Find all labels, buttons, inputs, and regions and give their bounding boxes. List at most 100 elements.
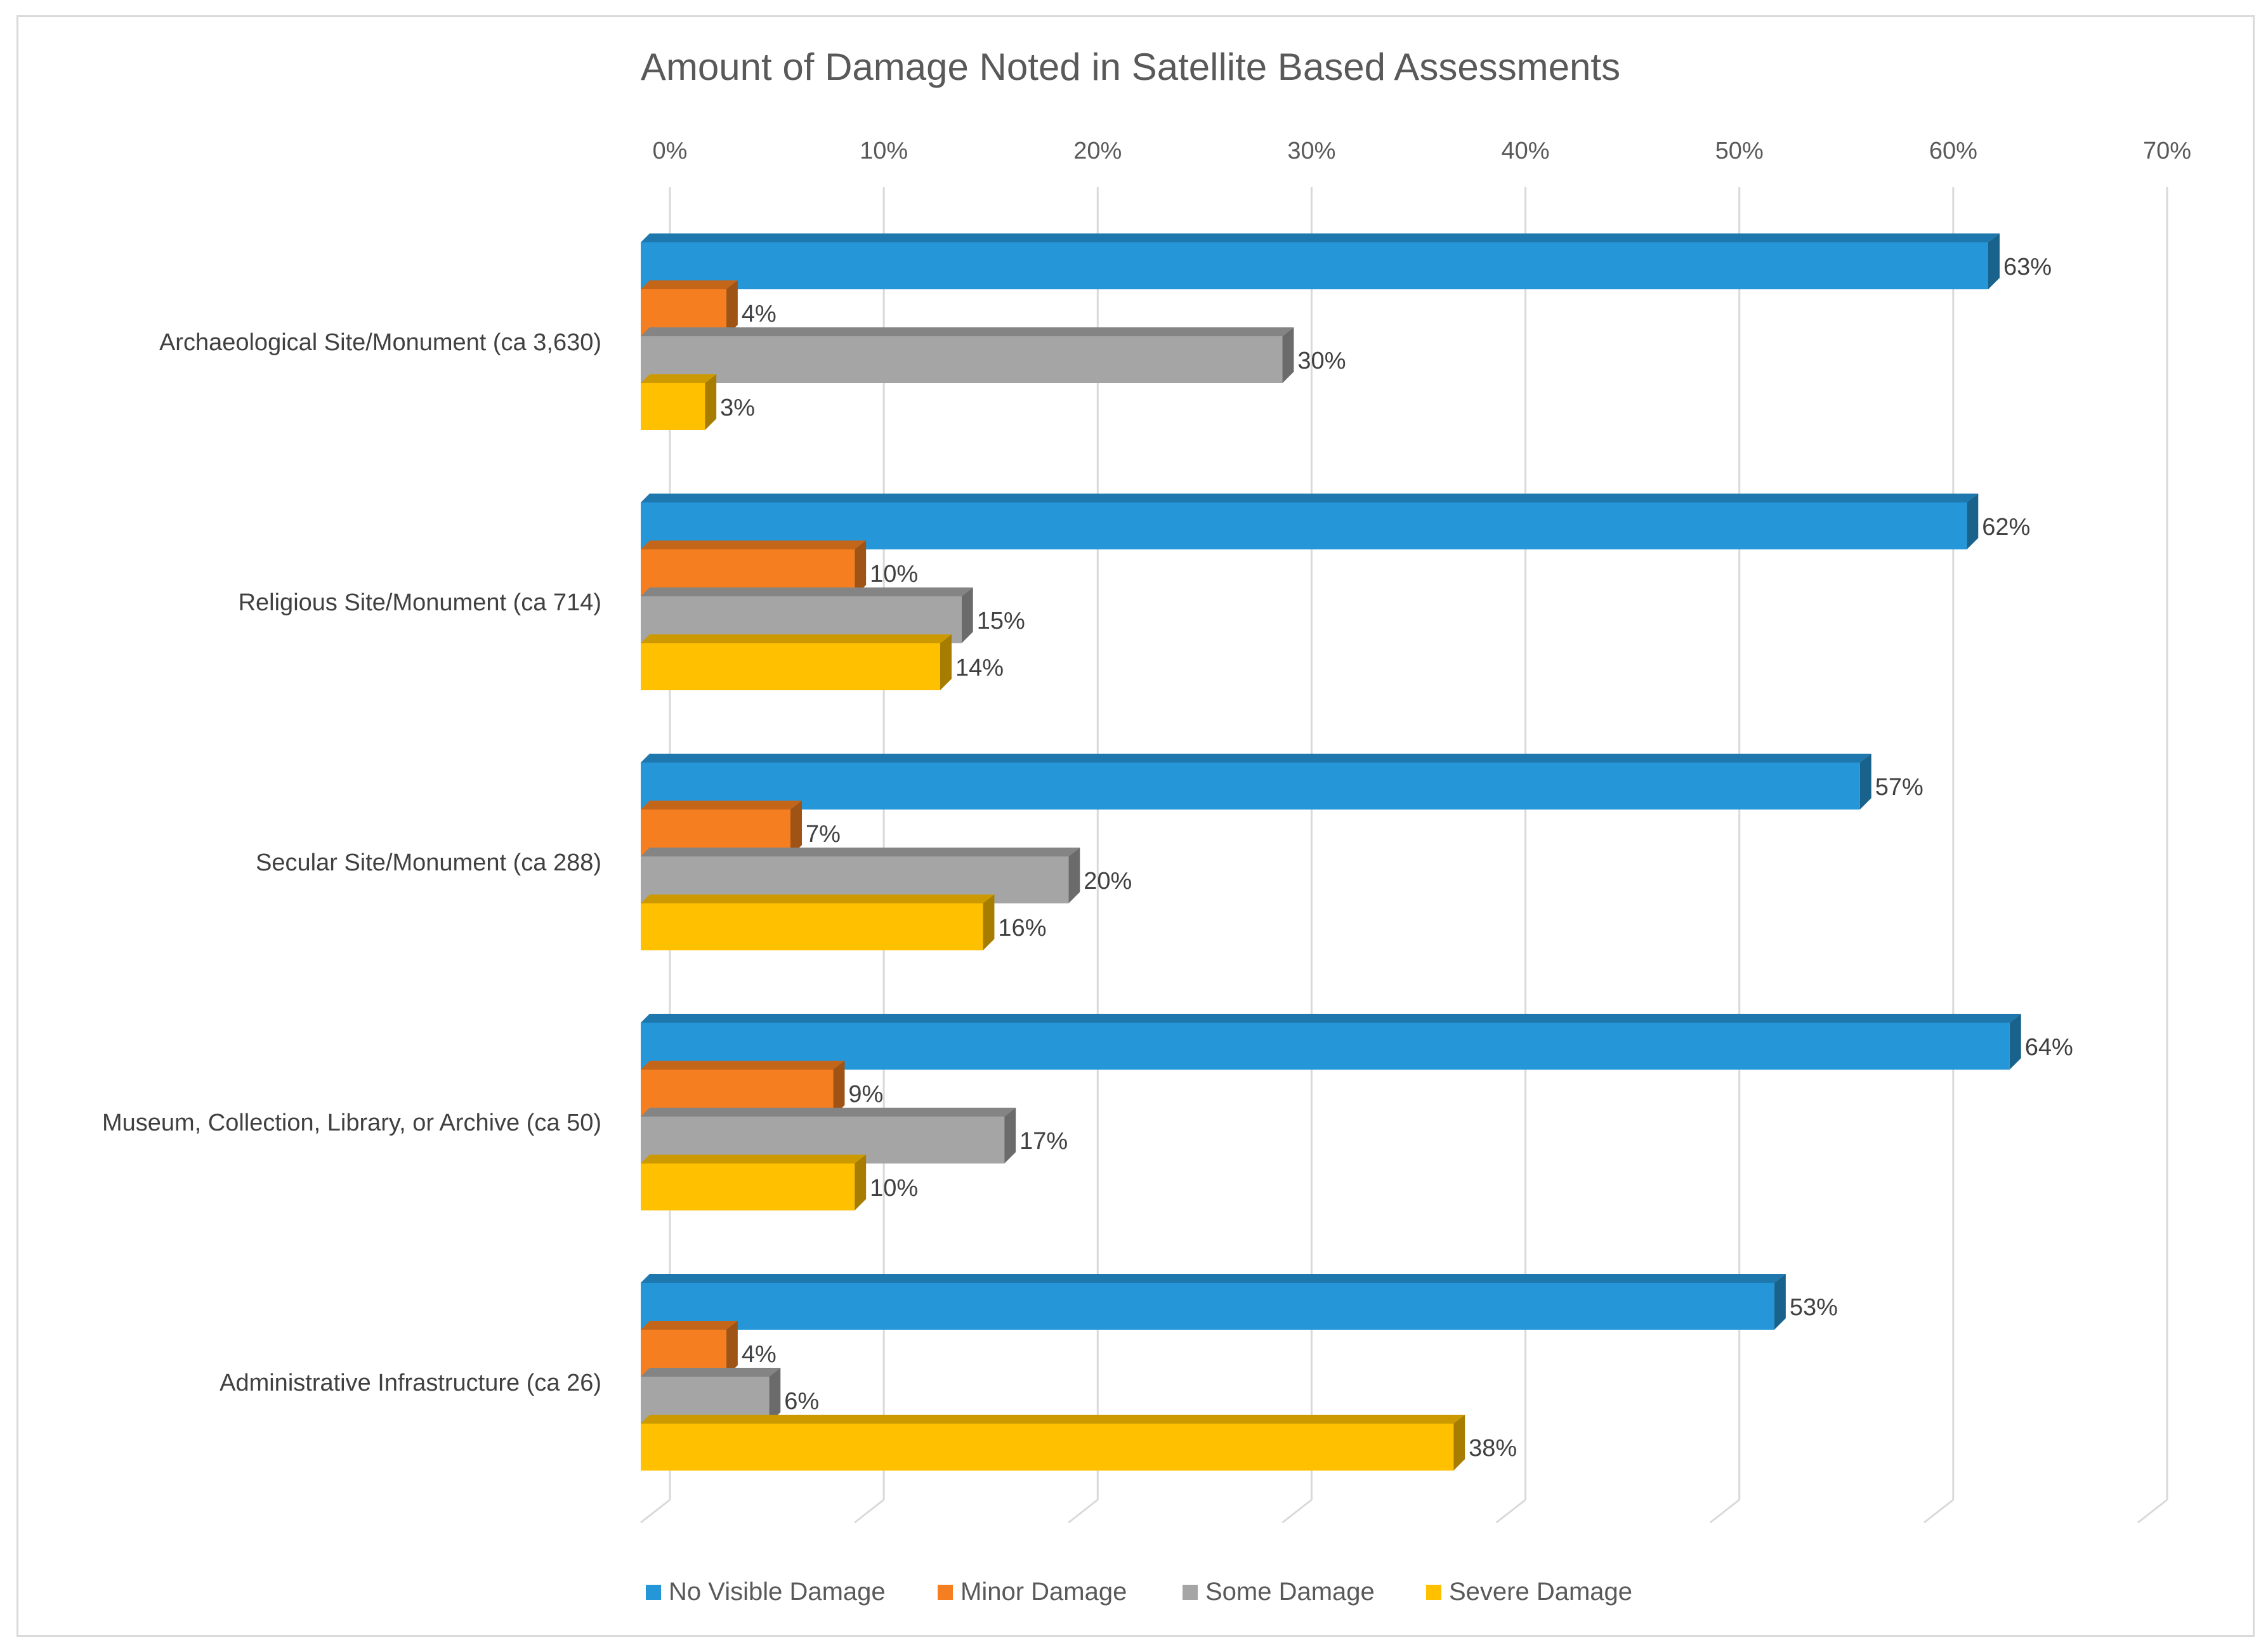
x-tick-label: 40% [1502,138,1550,164]
bar-side-face [2009,1014,2021,1070]
bar-side-face [769,1368,781,1424]
bar-side-face [1859,754,1871,810]
bar-top-face [641,1368,781,1377]
bar-side-face [1453,1415,1465,1471]
gridline-floor [2137,1498,2168,1524]
bar-top-face [641,1061,845,1070]
bar-side-face [1004,1108,1016,1164]
legend-swatch [1183,1585,1198,1600]
bar-top-face [641,634,952,643]
x-tick-label: 70% [2143,138,2191,164]
legend-label: Severe Damage [1449,1578,1632,1606]
bar-side-face [961,587,973,643]
bar-top-face [641,327,1294,336]
bar [641,383,705,430]
bar-side-face [1282,327,1294,383]
data-label: 38% [1469,1435,1517,1462]
data-label: 10% [870,1175,918,1202]
x-tick-label: 20% [1073,138,1122,164]
data-label: 4% [742,1341,777,1368]
bar-side-face [855,541,867,596]
data-label: 14% [955,655,1004,681]
bar [641,1424,1454,1471]
legend-swatch [938,1585,953,1600]
data-label: 30% [1297,348,1346,374]
data-label: 4% [742,301,777,327]
bar-side-face [940,634,952,690]
bar [641,763,1860,810]
bar-top-face [641,895,995,903]
gridline-floor [1281,1498,1313,1524]
bar-side-face [855,1155,867,1210]
bar-top-face [641,1108,1016,1117]
data-label: 9% [848,1081,883,1108]
category-label: Secular Site/Monument (ca 288) [256,849,601,876]
bar-side-face [1774,1274,1786,1330]
x-tick-label: 50% [1715,138,1764,164]
bar-side-face [833,1061,845,1117]
legend-swatch [646,1585,661,1600]
x-tick-label: 30% [1287,138,1335,164]
data-label: 15% [977,608,1025,634]
bar-top-face [641,1415,1465,1424]
gridline-floor [1923,1498,1954,1524]
data-label: 16% [998,915,1046,941]
chart-title: Amount of Damage Noted in Satellite Base… [641,46,1620,88]
bar [641,643,940,690]
bar-side-face [726,280,738,336]
data-label: 17% [1019,1128,1068,1155]
bar-side-face [1988,233,2000,289]
bar [641,242,1988,289]
bar-side-face [1068,848,1080,903]
bar-top-face [641,494,1979,502]
bar-top-face [641,754,1871,763]
bar [641,1283,1774,1330]
gridline-floor [854,1498,885,1524]
bar-side-face [1967,494,1979,549]
category-label: Religious Site/Monument (ca 714) [239,589,601,616]
bar-side-face [790,801,802,856]
legend-label: Minor Damage [960,1578,1127,1606]
bar-top-face [641,848,1080,856]
category-label: Museum, Collection, Library, or Archive … [102,1110,601,1136]
data-label: 63% [2003,254,2052,280]
x-tick-label: 10% [860,138,908,164]
bar-top-face [641,374,717,383]
bar-top-face [641,587,973,596]
category-label: Administrative Infrastructure (ca 26) [220,1370,601,1396]
x-tick-label: 0% [653,138,688,164]
gridline-floor [1068,1498,1099,1524]
bar-top-face [641,280,738,289]
bar [641,1023,2010,1070]
bar-top-face [641,1321,738,1330]
data-label: 62% [1982,514,2030,541]
bar-top-face [641,541,867,549]
data-label: 6% [784,1388,819,1415]
data-label: 20% [1084,868,1132,895]
legend-label: No Visible Damage [669,1578,886,1606]
category-label: Archaeological Site/Monument (ca 3,630) [159,329,601,356]
gridline-floor [1495,1498,1526,1524]
bar-top-face [641,233,2000,242]
data-label: 57% [1875,774,1923,801]
bar-side-face [726,1321,738,1377]
bar-side-face [705,374,717,430]
data-label: 7% [806,821,841,848]
bar [641,1164,855,1210]
bar-top-face [641,1274,1786,1283]
x-tick-label: 60% [1929,138,1977,164]
bar-top-face [641,801,802,810]
bar [641,903,983,950]
data-label: 10% [870,561,918,587]
gridline-floor [1709,1498,1740,1524]
bar-top-face [641,1014,2021,1023]
bar-side-face [983,895,995,950]
bar-top-face [641,1155,867,1164]
data-label: 64% [2025,1034,2073,1061]
data-label: 53% [1790,1294,1838,1321]
bar [641,336,1283,383]
legend-swatch [1426,1585,1441,1600]
data-label: 3% [720,395,755,421]
gridline-floor [640,1498,671,1524]
